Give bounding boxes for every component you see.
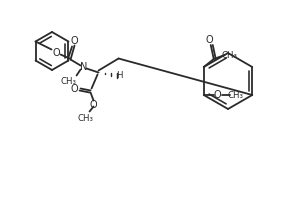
Text: O: O	[71, 36, 78, 47]
Text: N: N	[80, 62, 87, 72]
Text: CH₃: CH₃	[78, 114, 94, 123]
Text: CH₃: CH₃	[222, 51, 238, 60]
Text: O: O	[214, 90, 221, 100]
Text: O: O	[90, 100, 97, 109]
Text: CH₃: CH₃	[228, 91, 244, 100]
Text: O: O	[71, 84, 78, 94]
Text: H: H	[116, 71, 123, 80]
Text: CH₃: CH₃	[61, 77, 77, 86]
Text: O: O	[206, 35, 213, 45]
Text: O: O	[53, 48, 60, 58]
